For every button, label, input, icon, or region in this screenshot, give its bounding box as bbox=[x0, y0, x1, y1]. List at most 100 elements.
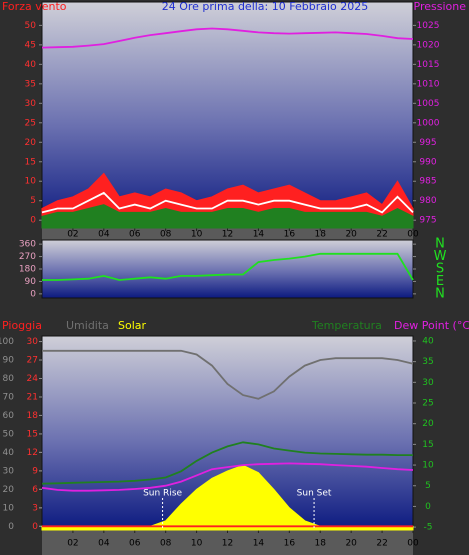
y3-tick-label: 27 bbox=[27, 356, 38, 366]
y3-tick-label: 21 bbox=[27, 392, 38, 402]
y2-axis-label: Pressione bbox=[414, 0, 467, 13]
x-tick-label: 08 bbox=[160, 539, 172, 549]
y3-tick-label: 9 bbox=[32, 466, 38, 476]
x-tick-label: 16 bbox=[284, 539, 296, 549]
x-tick-label: 14 bbox=[253, 230, 265, 240]
y2-tick-label: N bbox=[435, 237, 445, 252]
y2-tick-label: 975 bbox=[419, 216, 436, 226]
y-tick-label: 35 bbox=[25, 79, 36, 89]
y-tick-label: 30 bbox=[3, 466, 15, 476]
y3-tick-label: 18 bbox=[27, 411, 39, 421]
y-tick-label: 80 bbox=[3, 374, 15, 384]
y3-tick-label: 30 bbox=[27, 337, 39, 347]
y-tick-label: 40 bbox=[3, 448, 15, 458]
y-tick-label: 50 bbox=[3, 429, 15, 439]
y2-tick-label: 25 bbox=[422, 399, 433, 409]
y-tick-label: 60 bbox=[3, 411, 15, 421]
x-tick-label: 00 bbox=[407, 230, 419, 240]
x-tick-label: 00 bbox=[407, 539, 419, 549]
y2-tick-label: 990 bbox=[419, 157, 436, 167]
y2-tick-label: S bbox=[436, 262, 444, 277]
y2-tick-label: 15 bbox=[422, 440, 433, 450]
chart-title: 24 Ore prima della: 10 Febbraio 2025 bbox=[162, 0, 369, 13]
chart-panel: 24 Ore prima della: 10 Febbraio 2025 Forz… bbox=[2, 0, 466, 240]
series-line bbox=[41, 462, 414, 492]
y-tick-label: 180 bbox=[19, 265, 36, 275]
y-tick-label: 10 bbox=[25, 177, 37, 187]
y2-tick-label: 30 bbox=[422, 378, 434, 388]
y2-tick-label: 1005 bbox=[417, 99, 440, 109]
y-tick-label: 90 bbox=[3, 356, 15, 366]
y2-tick-label: N bbox=[435, 286, 445, 301]
annotation-label: Sun Set bbox=[297, 489, 332, 499]
y2-tick-label: 0 bbox=[425, 502, 431, 512]
y3-tick-label: 15 bbox=[27, 429, 38, 439]
x-tick-label: 22 bbox=[376, 539, 387, 549]
x-tick-label: 20 bbox=[345, 230, 357, 240]
y2-tick-label: 1000 bbox=[417, 118, 440, 128]
chart-panel: 0102030405060708090100036912151821242730… bbox=[0, 319, 469, 549]
y2-tick-label: W bbox=[434, 249, 447, 264]
legend-label: Temperatura bbox=[311, 319, 382, 332]
y-tick-label: 50 bbox=[25, 21, 37, 31]
series-line bbox=[42, 349, 414, 400]
y-tick-label: 45 bbox=[25, 40, 36, 50]
y-tick-label: 0 bbox=[30, 216, 36, 226]
y2-tick-label: -5 bbox=[424, 523, 433, 533]
y2-tick-label: 1020 bbox=[417, 40, 440, 50]
y3-tick-label: 3 bbox=[32, 503, 38, 513]
y-tick-label: 25 bbox=[25, 118, 36, 128]
annotation-label: Sun Rise bbox=[143, 489, 182, 499]
y-tick-label: 270 bbox=[19, 252, 36, 262]
x-tick-label: 02 bbox=[67, 539, 78, 549]
legend-label: Umidita bbox=[66, 319, 109, 332]
y2-tick-label: 985 bbox=[419, 177, 436, 187]
plot-area bbox=[41, 239, 414, 299]
x-tick-label: 22 bbox=[376, 230, 387, 240]
x-tick-label: 12 bbox=[222, 230, 233, 240]
series-area bbox=[41, 204, 414, 229]
y2-tick-label: 980 bbox=[419, 196, 436, 206]
x-tick-label: 14 bbox=[253, 539, 265, 549]
y3-tick-label: 6 bbox=[32, 485, 38, 495]
y-tick-label: 100 bbox=[0, 337, 14, 347]
x-tick-label: 16 bbox=[284, 230, 296, 240]
y3-tick-label: 12 bbox=[27, 448, 38, 458]
series-line bbox=[42, 252, 414, 281]
y2-tick-label: 1010 bbox=[417, 79, 440, 89]
x-tick-label: 12 bbox=[222, 539, 233, 549]
series-line bbox=[41, 191, 414, 214]
x-tick-label: 02 bbox=[67, 230, 78, 240]
x-tick-label: 10 bbox=[191, 539, 203, 549]
y2-tick-label: 5 bbox=[425, 481, 431, 491]
x-tick-label: 18 bbox=[315, 539, 327, 549]
y2-tick-label: 10 bbox=[422, 461, 434, 471]
x-tick-label: 04 bbox=[98, 230, 110, 240]
x-tick-label: 10 bbox=[191, 230, 203, 240]
y2-tick-label: 995 bbox=[419, 138, 436, 148]
y2-tick-label: 35 bbox=[422, 357, 433, 367]
x-tick-label: 08 bbox=[160, 230, 172, 240]
y-tick-label: 90 bbox=[25, 277, 37, 287]
y2-tick-label: 1025 bbox=[417, 21, 440, 31]
y-tick-label: 40 bbox=[25, 60, 37, 70]
x-tick-label: 18 bbox=[315, 230, 327, 240]
y-tick-label: 5 bbox=[30, 196, 36, 206]
y3-tick-label: 0 bbox=[32, 522, 38, 532]
y-tick-label: 30 bbox=[25, 99, 37, 109]
legend-label: Solar bbox=[118, 319, 147, 332]
series-line bbox=[41, 27, 414, 49]
y2-tick-label: E bbox=[436, 274, 444, 289]
x-tick-label: 06 bbox=[129, 230, 141, 240]
y2-tick-label: 20 bbox=[422, 419, 434, 429]
y2-tick-label: 40 bbox=[422, 336, 434, 346]
y-tick-label: 70 bbox=[3, 392, 15, 402]
y-tick-label: 15 bbox=[25, 157, 36, 167]
y-tick-label: 0 bbox=[8, 522, 14, 532]
y3-tick-label: 24 bbox=[27, 374, 39, 384]
x-axis-band bbox=[42, 530, 413, 555]
x-tick-label: 04 bbox=[98, 539, 110, 549]
y-tick-label: 360 bbox=[19, 240, 36, 250]
